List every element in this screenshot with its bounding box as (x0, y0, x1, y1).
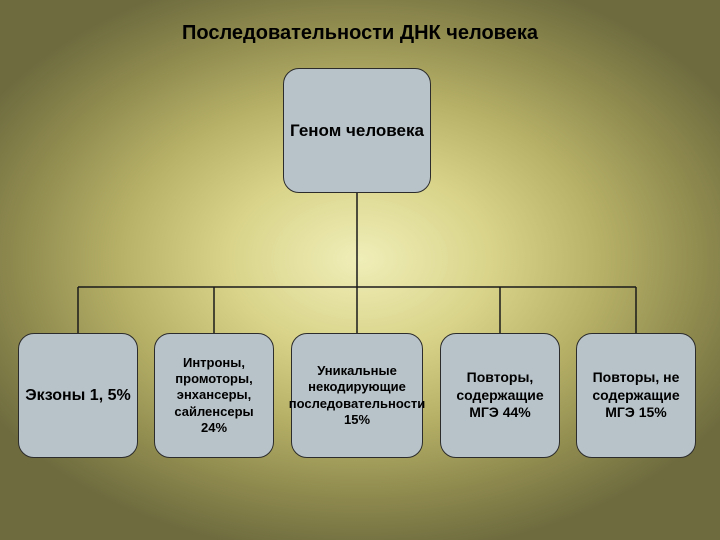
root-node: Геном человека (283, 68, 431, 193)
child-node-2: Уникальные некодирующие последовательнос… (291, 333, 423, 458)
child-node-4: Повторы, не содержащие МГЭ 15% (576, 333, 696, 458)
child-node-1: Интроны, промоторы, энхансеры, сайленсер… (154, 333, 274, 458)
child-node-3: Повторы, содержащие МГЭ 44% (440, 333, 560, 458)
page-title: Последовательности ДНК человека (0, 22, 720, 45)
child-node-0: Экзоны 1, 5% (18, 333, 138, 458)
